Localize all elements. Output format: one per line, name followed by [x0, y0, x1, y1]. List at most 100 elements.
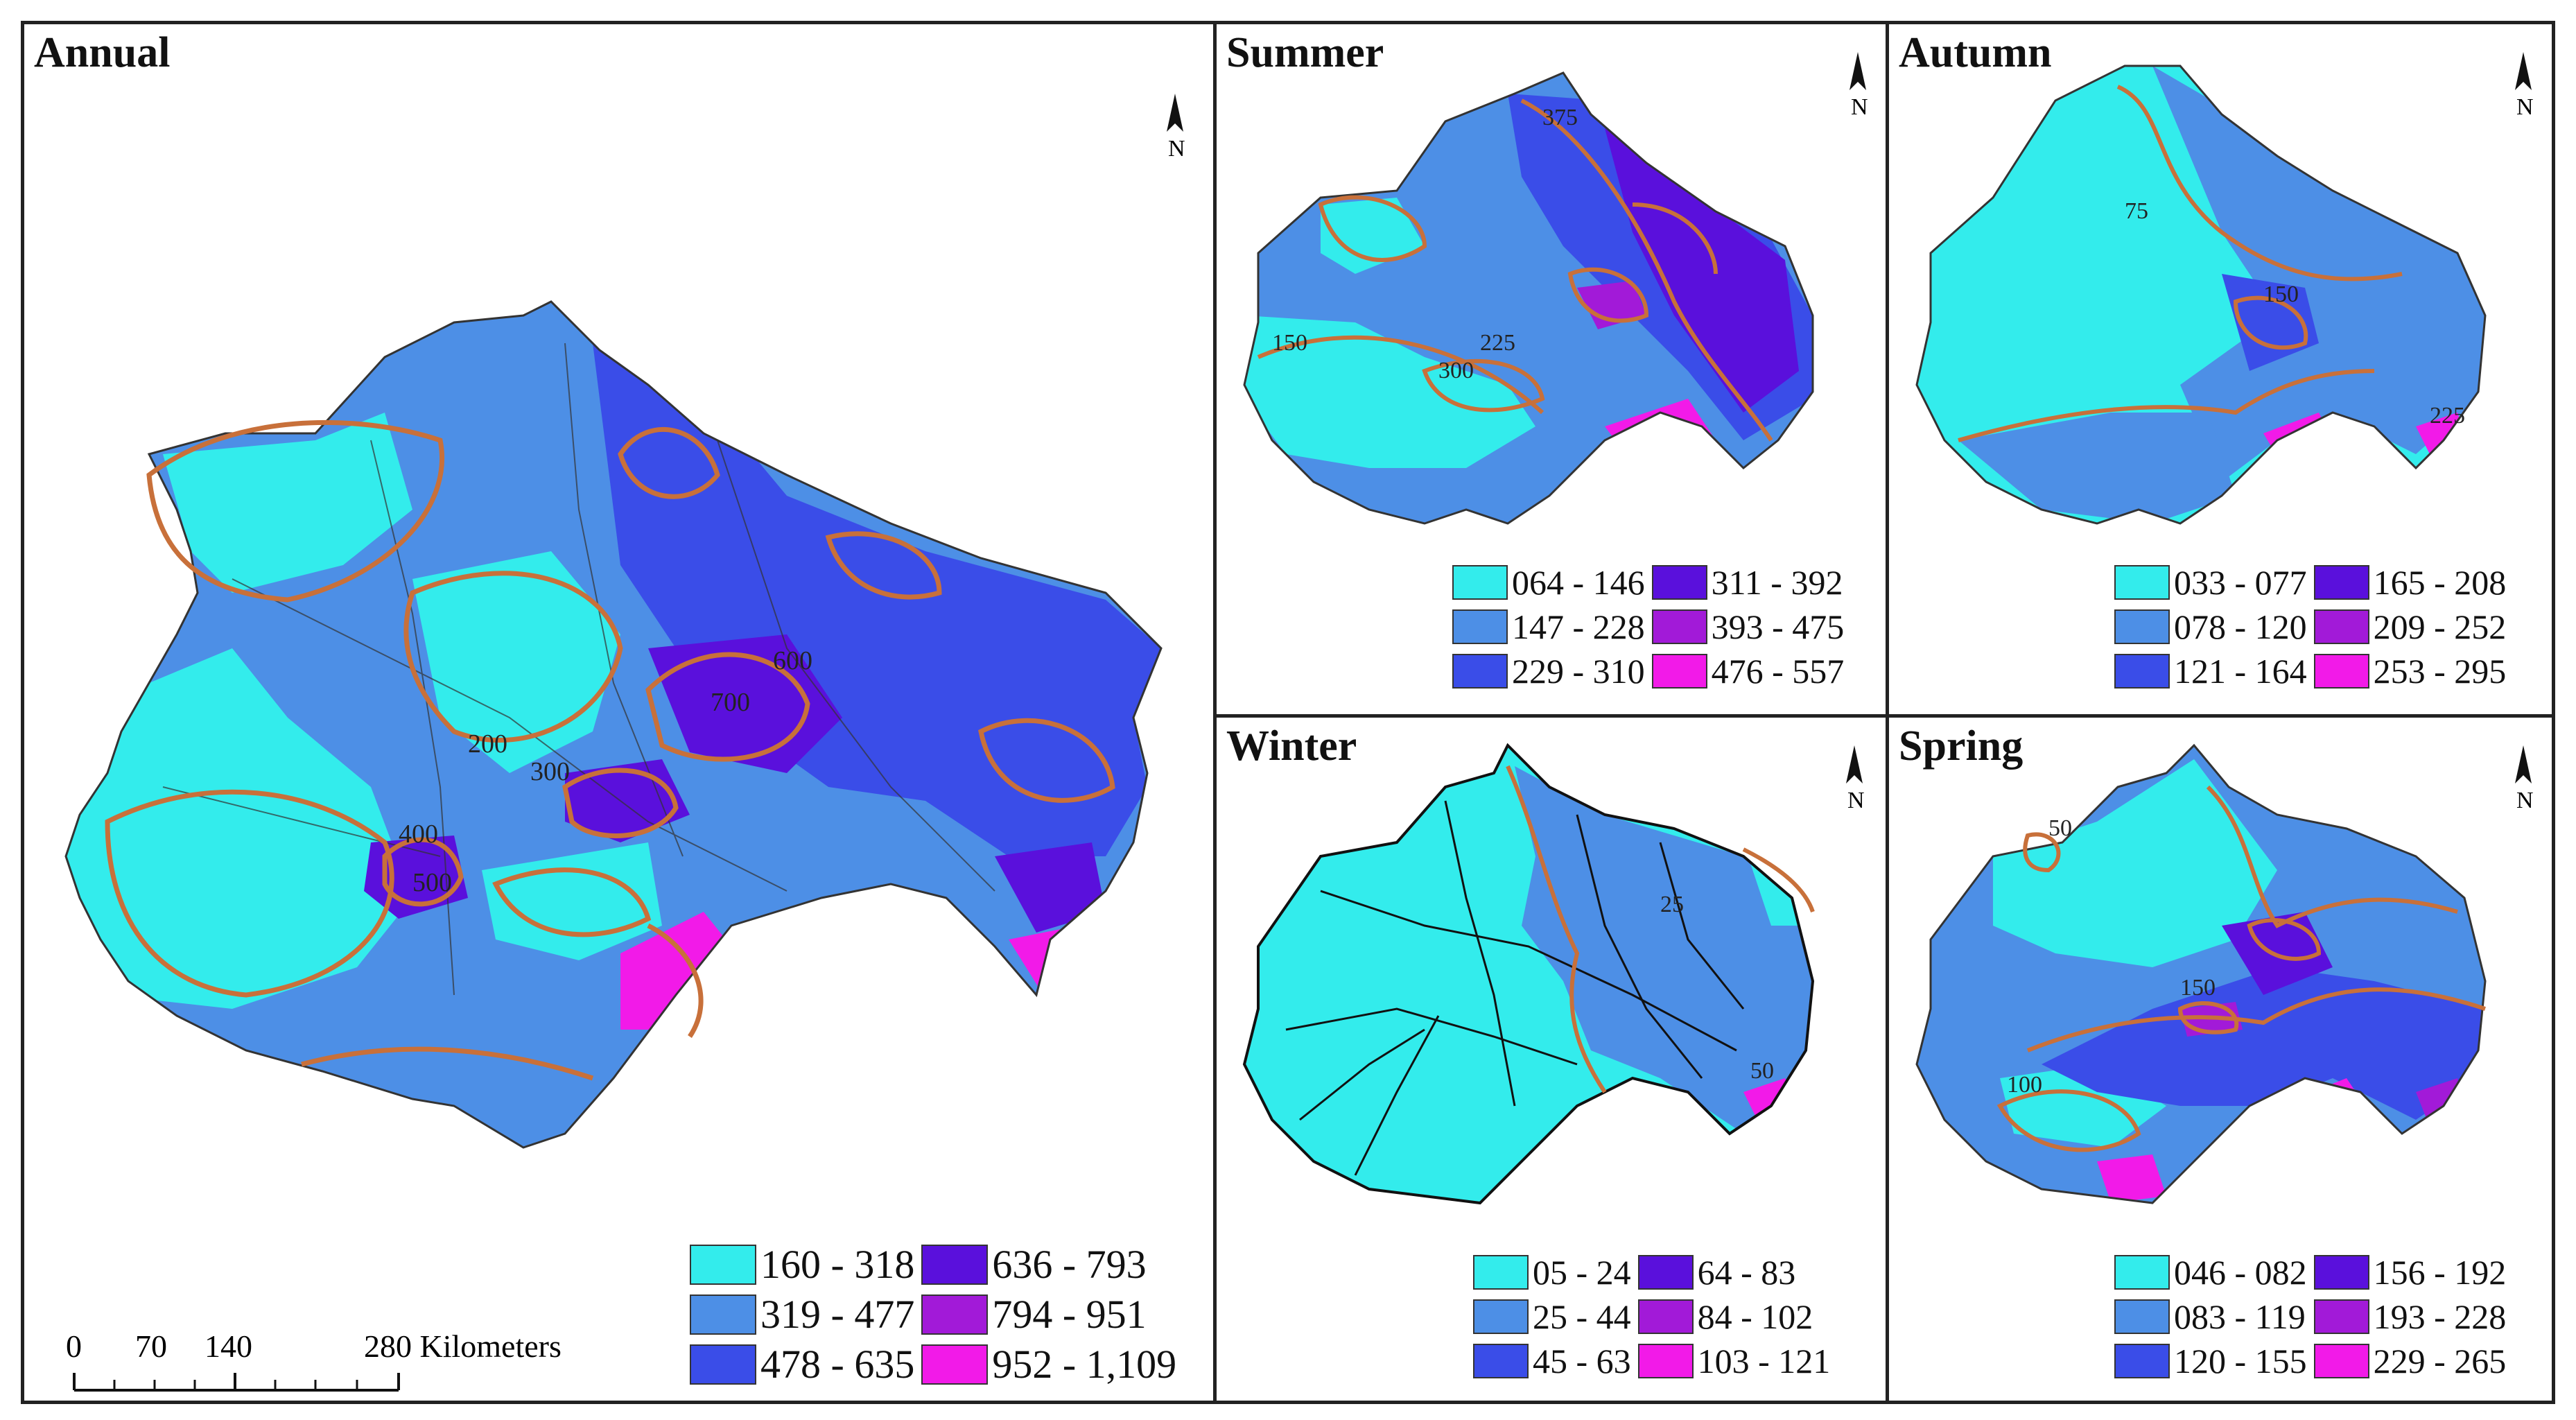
annual-map: 200 300 400 500 600 700 — [64, 300, 1163, 1149]
summer-contour-label-150: 150 — [1272, 330, 1307, 356]
legend-item: 078 - 120 — [2114, 609, 2307, 644]
summer-title: Summer — [1226, 29, 1384, 76]
legend-swatch — [2114, 654, 2170, 689]
legend-label: 45 - 63 — [1533, 1342, 1631, 1380]
legend-swatch — [921, 1295, 989, 1335]
legend-swatch — [1452, 609, 1508, 644]
spring-contour-label-100: 100 — [2007, 1072, 2042, 1098]
legend-swatch — [2114, 1344, 2170, 1378]
north-arrow-icon: N — [1846, 745, 1865, 811]
north-arrow-icon: N — [1850, 52, 1868, 118]
legend-item: 45 - 63 — [1473, 1344, 1631, 1378]
legend-label: 156 - 192 — [2373, 1253, 2507, 1292]
legend-item: 160 - 318 — [690, 1245, 914, 1285]
legend-swatch — [921, 1245, 989, 1285]
autumn-contour-label-75: 75 — [2125, 198, 2148, 224]
legend-label: 160 - 318 — [760, 1242, 915, 1287]
annual-title: Annual — [34, 29, 171, 76]
legend-label: 209 - 252 — [2373, 607, 2507, 646]
legend-label: 147 - 228 — [1512, 607, 1645, 646]
legend-item: 083 - 119 — [2114, 1299, 2307, 1334]
legend-item: 120 - 155 — [2114, 1344, 2307, 1378]
summer-panel: 150 225 300 375 Summer N 064 - 146 311 -… — [1213, 21, 1889, 718]
legend-item: 147 - 228 — [1452, 609, 1645, 644]
legend-item: 478 - 635 — [690, 1344, 914, 1385]
legend-label: 064 - 146 — [1512, 563, 1645, 602]
legend-item: 476 - 557 — [1651, 654, 1844, 689]
legend-item: 253 - 295 — [2313, 652, 2507, 691]
legend-swatch — [690, 1295, 756, 1335]
annual-contour-label-400: 400 — [399, 820, 438, 849]
summer-map: 150 225 300 375 — [1243, 71, 1814, 525]
legend-swatch — [2313, 654, 2369, 689]
legend-label: 229 - 310 — [1512, 652, 1645, 691]
winter-contour-label-50: 50 — [1750, 1058, 1774, 1084]
winter-legend: 05 - 24 64 - 83 25 - 44 84 - 102 45 - 63… — [1473, 1255, 1830, 1378]
legend-label: 794 - 951 — [992, 1292, 1147, 1337]
north-arrow-icon: N — [2515, 745, 2534, 811]
legend-item: 25 - 44 — [1473, 1299, 1631, 1334]
legend-swatch — [2313, 609, 2369, 644]
legend-item: 121 - 164 — [2114, 654, 2307, 689]
legend-label: 078 - 120 — [2174, 607, 2307, 646]
legend-label: 25 - 44 — [1533, 1297, 1631, 1336]
legend-item: 794 - 951 — [921, 1295, 1176, 1335]
legend-item: 103 - 121 — [1637, 1342, 1831, 1380]
winter-map: 25 50 — [1242, 743, 1815, 1205]
legend-label: 103 - 121 — [1697, 1342, 1831, 1380]
legend-swatch — [2313, 1255, 2369, 1290]
legend-label: 083 - 119 — [2174, 1297, 2306, 1336]
north-arrow-icon: N — [1167, 94, 1185, 159]
legend-label: 311 - 392 — [1711, 563, 1843, 602]
legend-swatch — [1651, 609, 1707, 644]
legend-label: 253 - 295 — [2373, 652, 2507, 691]
legend-item: 064 - 146 — [1452, 565, 1645, 600]
annual-legend: 160 - 318 636 - 793 319 - 477 794 - 951 … — [690, 1245, 1176, 1385]
legend-item: 636 - 793 — [921, 1245, 1176, 1285]
legend-label: 64 - 83 — [1697, 1253, 1796, 1292]
legend-item: 311 - 392 — [1651, 563, 1845, 602]
autumn-contour-label-150: 150 — [2263, 282, 2299, 307]
legend-item: 209 - 252 — [2313, 607, 2507, 646]
legend-item: 229 - 265 — [2313, 1342, 2507, 1380]
winter-contour-label-25: 25 — [1660, 892, 1684, 917]
legend-swatch — [690, 1245, 756, 1285]
scale-bar-graphic — [73, 1373, 400, 1392]
legend-item: 046 - 082 — [2114, 1255, 2307, 1290]
legend-label: 229 - 265 — [2373, 1342, 2507, 1380]
legend-label: 033 - 077 — [2174, 563, 2307, 602]
annual-panel: 200 300 400 500 600 700 Annual N 160 - 3… — [21, 21, 1217, 1404]
annual-contour-label-600: 600 — [773, 646, 812, 675]
spring-panel: 50 100 150 Spring N 046 - 082 156 - 192 … — [1886, 714, 2555, 1404]
legend-item: 165 - 208 — [2313, 565, 2506, 600]
winter-title: Winter — [1226, 722, 1357, 770]
summer-contour-label-375: 375 — [1542, 105, 1578, 130]
legend-swatch — [921, 1344, 989, 1385]
legend-item: 156 - 192 — [2313, 1253, 2507, 1292]
spring-map: 50 100 150 — [1915, 743, 2487, 1204]
scale-tick-70: 70 — [135, 1328, 167, 1364]
legend-swatch — [1637, 1299, 1694, 1334]
legend-label: 84 - 102 — [1697, 1297, 1813, 1336]
legend-swatch — [2114, 565, 2170, 600]
autumn-contour-label-225: 225 — [2430, 403, 2465, 428]
north-arrow-icon: N — [2515, 52, 2534, 118]
winter-panel: 25 50 Winter N 05 - 24 64 - 83 25 - 44 8… — [1213, 714, 1889, 1404]
legend-label: 478 - 635 — [760, 1342, 915, 1387]
legend-item: 193 - 228 — [2313, 1297, 2507, 1336]
scale-tick-280: 280 Kilometers — [364, 1328, 562, 1364]
legend-label: 121 - 164 — [2174, 652, 2307, 691]
legend-swatch — [2114, 1255, 2170, 1290]
autumn-panel: 75 150 225 Autumn N 033 - 077 165 - 208 … — [1886, 21, 2555, 718]
scale-tick-140: 140 — [204, 1328, 252, 1364]
annual-contour-label-300: 300 — [530, 757, 570, 786]
legend-swatch — [1452, 654, 1508, 689]
summer-contour-label-225: 225 — [1480, 330, 1515, 356]
svg-text:N: N — [2516, 788, 2534, 811]
legend-label: 393 - 475 — [1711, 607, 1845, 646]
legend-label: 193 - 228 — [2373, 1297, 2507, 1336]
legend-item: 952 - 1,109 — [921, 1344, 1176, 1385]
svg-text:N: N — [1168, 136, 1185, 159]
legend-item: 033 - 077 — [2114, 565, 2307, 600]
legend-swatch — [1637, 1344, 1694, 1378]
